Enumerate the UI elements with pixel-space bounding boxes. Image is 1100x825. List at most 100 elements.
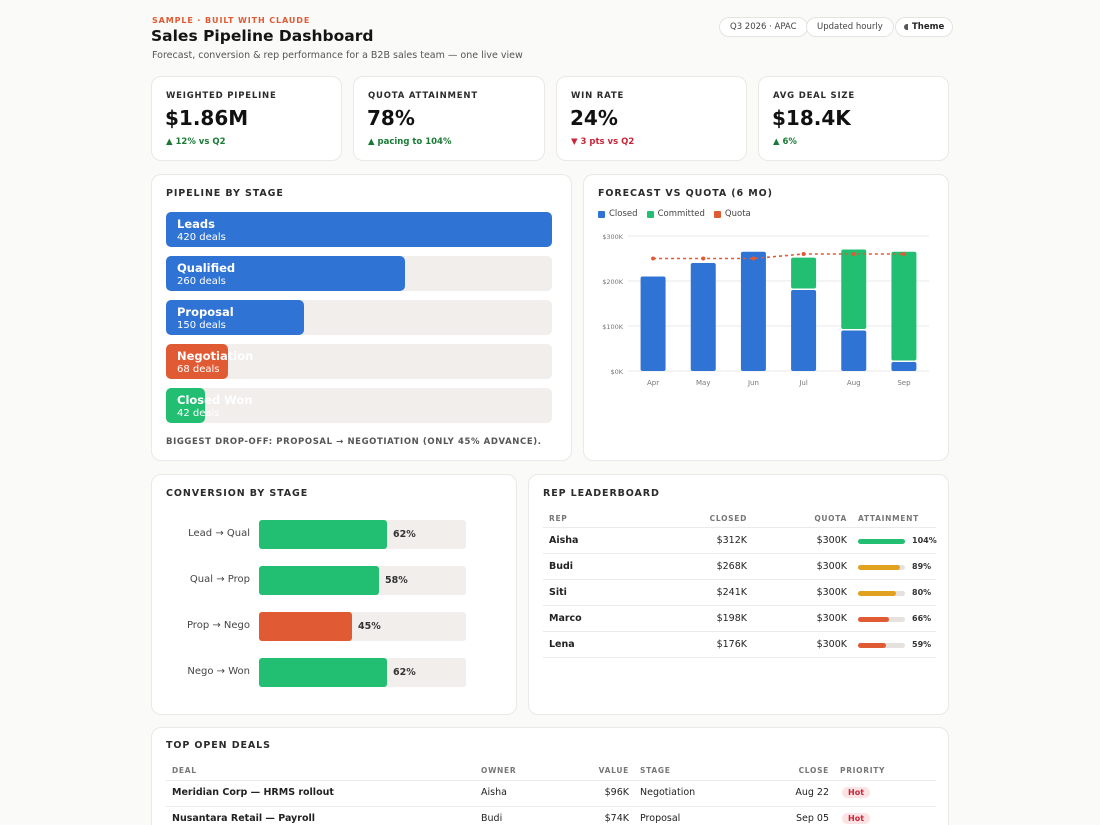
y-tick-label: $0K bbox=[610, 368, 623, 376]
conversion-label: Qual → Prop bbox=[189, 574, 250, 585]
quota-point bbox=[701, 256, 706, 261]
quota-point bbox=[651, 256, 656, 261]
quota-point bbox=[801, 252, 806, 256]
column-header-value[interactable]: VALUE bbox=[598, 766, 629, 775]
column-header-priority[interactable]: PRIORITY bbox=[840, 766, 886, 775]
column-header-quota[interactable]: QUOTA bbox=[814, 514, 847, 523]
bar-committed bbox=[841, 249, 867, 329]
column-header-closed[interactable]: CLOSED bbox=[709, 514, 747, 523]
column-header-owner[interactable]: OWNER bbox=[481, 766, 517, 775]
stage-count: 42 deals bbox=[177, 408, 220, 419]
deal-close-date: Sep 05 bbox=[795, 813, 829, 824]
rep-name: Marco bbox=[549, 613, 582, 624]
table-row[interactable]: Budi $268K $300K 89% bbox=[543, 553, 936, 579]
theme-toggle-button[interactable]: Theme bbox=[895, 17, 954, 37]
quota-point bbox=[751, 256, 756, 261]
bar-closed bbox=[740, 251, 766, 371]
forecast-card: FORECAST VS QUOTA (6 MO) Closed Committe… bbox=[583, 174, 949, 461]
chart-legend: Closed Committed Quota bbox=[598, 209, 751, 219]
kpi-delta: ▲ 12% vs Q2 bbox=[166, 137, 226, 147]
conversion-pct: 45% bbox=[358, 621, 381, 632]
rep-quota: $300K bbox=[816, 561, 847, 572]
stage-name: Leads bbox=[177, 217, 215, 231]
updated-pill: Updated hourly bbox=[806, 17, 894, 37]
attainment-track bbox=[858, 591, 905, 596]
table-row[interactable]: Lena $176K $300K 59% bbox=[543, 631, 936, 657]
column-header-close[interactable]: CLOSE bbox=[798, 766, 829, 775]
kpi-value: 24% bbox=[570, 106, 618, 130]
conversion-label: Nego → Won bbox=[187, 666, 250, 677]
rep-quota: $300K bbox=[816, 639, 847, 650]
legend-item-closed: Closed bbox=[598, 209, 638, 219]
section-title: CONVERSION BY STAGE bbox=[166, 488, 309, 499]
kpi-label: WEIGHTED PIPELINE bbox=[166, 91, 277, 101]
conversion-label: Prop → Nego bbox=[186, 620, 250, 631]
bar-closed bbox=[690, 263, 716, 371]
pipeline-card: PIPELINE BY STAGE Leads 420 deals Qualifie… bbox=[151, 174, 572, 461]
forecast-chart: $0K $100K $200K $300K Apr May Jun Jul Aug Sep bbox=[602, 233, 929, 387]
column-header-rep[interactable]: REP bbox=[549, 514, 568, 523]
attainment-pct: 66% bbox=[912, 614, 932, 623]
legend-label: Committed bbox=[657, 209, 705, 219]
legend-label: Closed bbox=[609, 209, 638, 219]
legend-swatch bbox=[646, 210, 654, 218]
attainment-track bbox=[858, 643, 905, 648]
attainment-track bbox=[858, 617, 905, 622]
stage-row-proposal[interactable]: Proposal 150 deals bbox=[166, 300, 552, 335]
legend-swatch bbox=[598, 210, 605, 218]
period-pill[interactable]: Q3 2026 · APAC bbox=[719, 17, 808, 37]
stage-row-closed-won[interactable]: Closed Won 42 deals bbox=[166, 388, 552, 423]
column-header-deal[interactable]: DEAL bbox=[172, 766, 197, 775]
kpi-delta: ▲ 6% bbox=[773, 137, 797, 147]
rep-closed: $312K bbox=[716, 535, 747, 546]
conversion-row: Prop → Nego 45% bbox=[152, 612, 518, 641]
stage-bar bbox=[166, 300, 304, 335]
bar-closed bbox=[841, 330, 867, 371]
table-row[interactable]: Meridian Corp — HRMS rollout Aisha $96K Neg… bbox=[166, 780, 936, 806]
stage-bar bbox=[166, 344, 228, 379]
y-tick-label: $200K bbox=[602, 278, 624, 286]
attainment-track bbox=[858, 565, 905, 570]
table-end-rule bbox=[543, 657, 936, 658]
page-title: Sales Pipeline Dashboard bbox=[151, 27, 374, 45]
rep-quota: $300K bbox=[816, 535, 847, 546]
stage-count: 68 deals bbox=[177, 364, 220, 375]
stage-name: Negotiation bbox=[177, 349, 254, 363]
stage-count: 260 deals bbox=[177, 276, 226, 287]
x-tick-label: Sep bbox=[897, 379, 911, 387]
deal-name[interactable]: Nusantara Retail — Payroll bbox=[172, 813, 315, 824]
x-tick-label: Jul bbox=[798, 379, 808, 387]
attainment-track bbox=[858, 539, 905, 544]
stage-row-qualified[interactable]: Qualified 260 deals bbox=[166, 256, 552, 291]
stage-name: Qualified bbox=[177, 261, 236, 275]
table-row[interactable]: Nusantara Retail — Payroll Budi $74K Propos… bbox=[166, 806, 936, 825]
conversion-bar bbox=[259, 520, 388, 549]
legend-swatch bbox=[713, 210, 721, 218]
quota-point bbox=[851, 252, 856, 256]
stage-count: 420 deals bbox=[177, 232, 226, 243]
section-title: PIPELINE BY STAGE bbox=[166, 188, 284, 199]
rep-quota: $300K bbox=[816, 613, 847, 624]
conversion-row: Lead → Qual 62% bbox=[152, 520, 518, 549]
attainment-pct: 59% bbox=[912, 640, 932, 649]
conversion-pct: 62% bbox=[393, 529, 416, 540]
stage-bar bbox=[166, 212, 552, 247]
rep-closed: $198K bbox=[716, 613, 747, 624]
theme-icon bbox=[904, 24, 908, 30]
stage-row-leads[interactable]: Leads 420 deals bbox=[166, 212, 552, 247]
x-tick-label: Jun bbox=[747, 379, 759, 387]
table-row[interactable]: Siti $241K $300K 80% bbox=[543, 579, 936, 605]
rep-name: Siti bbox=[549, 587, 567, 598]
legend-item-quota: Quota bbox=[713, 209, 751, 219]
priority-badge: Hot bbox=[842, 813, 871, 824]
table-row[interactable]: Aisha $312K $300K 104% bbox=[543, 527, 937, 553]
deal-name[interactable]: Meridian Corp — HRMS rollout bbox=[172, 787, 334, 798]
deal-value: $96K bbox=[604, 787, 629, 798]
table-row[interactable]: Marco $198K $300K 66% bbox=[543, 605, 936, 631]
section-title: FORECAST VS QUOTA (6 MO) bbox=[598, 188, 773, 199]
column-header-attainment[interactable]: ATTAINMENT bbox=[858, 514, 919, 523]
column-header-stage[interactable]: STAGE bbox=[640, 766, 671, 775]
stage-row-negotiation[interactable]: Negotiation 68 deals bbox=[166, 344, 552, 379]
pipeline-insight: BIGGEST DROP-OFF: PROPOSAL → NEGOTIATION… bbox=[166, 437, 542, 447]
legend-item-committed: Committed bbox=[646, 209, 705, 219]
